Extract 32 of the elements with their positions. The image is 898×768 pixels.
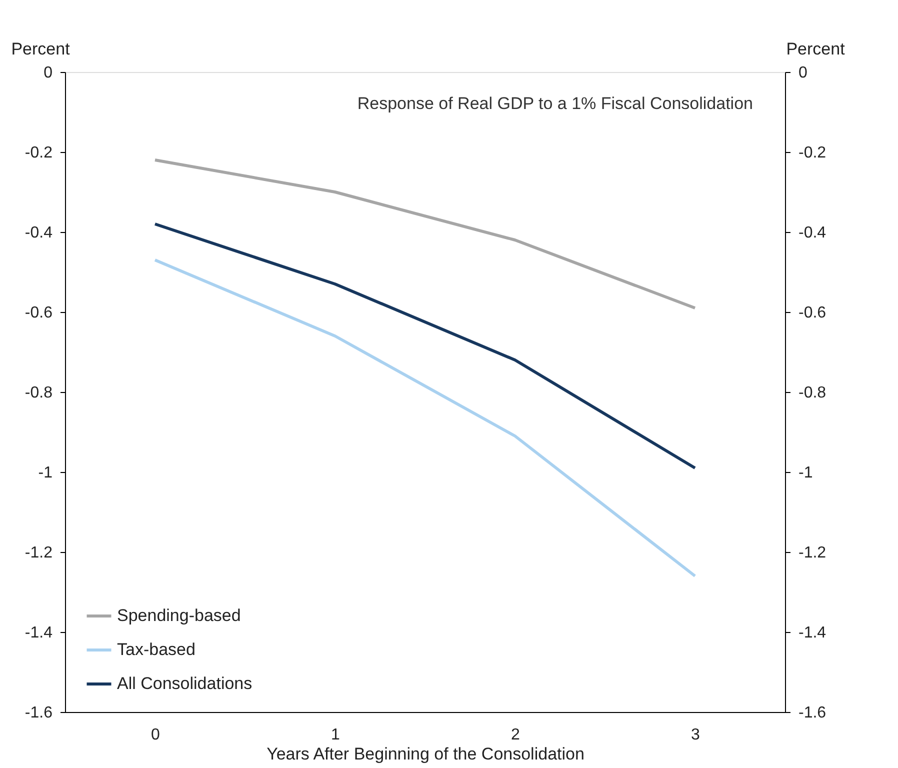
y-tick-label: -0.8 [24,384,53,402]
line-series [154,258,696,578]
legend-label: Spending-based [117,606,241,625]
y-tick-label: -0.2 [24,144,53,162]
y2-tick-label: -1.2 [798,544,826,562]
y2-tick-label: -0.8 [798,384,826,402]
y-tick-label: -1.6 [24,704,53,722]
y-tick-label: -1.2 [24,544,53,562]
text: Response of Real GDP to a 1% Fiscal Consolidation [357,94,753,113]
y-tick-label: 0 [44,64,53,82]
x-tick-label: 1 [331,726,340,744]
y2-tick-label: -0.2 [798,144,826,162]
x-tick-label: 0 [151,726,160,744]
x-axis-title: Years After Beginning of the Consolidation [266,744,584,764]
y2-tick-label: 0 [798,64,808,82]
y-tick-label: -0.4 [24,224,53,242]
y-tick-label: -0.6 [24,304,53,322]
x-tick-label: 3 [691,726,700,744]
legend-label: All Consolidations [117,674,252,693]
y2-tick-label: -0.4 [798,224,826,242]
y2-tick-label: -1 [798,464,813,482]
legend-label: Tax-based [117,640,196,659]
x-tick-label: 2 [511,726,520,744]
y2-axis-title: Percent [786,40,846,58]
y2-tick-label: -1.6 [798,704,826,722]
y-tick-label: -1 [38,464,53,482]
y-axis-title: Percent [11,40,70,58]
y2-tick-label: -0.6 [798,304,826,322]
line-series [154,222,696,470]
line-series [154,158,696,310]
y2-tick-label: -1.4 [798,624,826,642]
y-tick-label: -1.4 [24,624,53,642]
